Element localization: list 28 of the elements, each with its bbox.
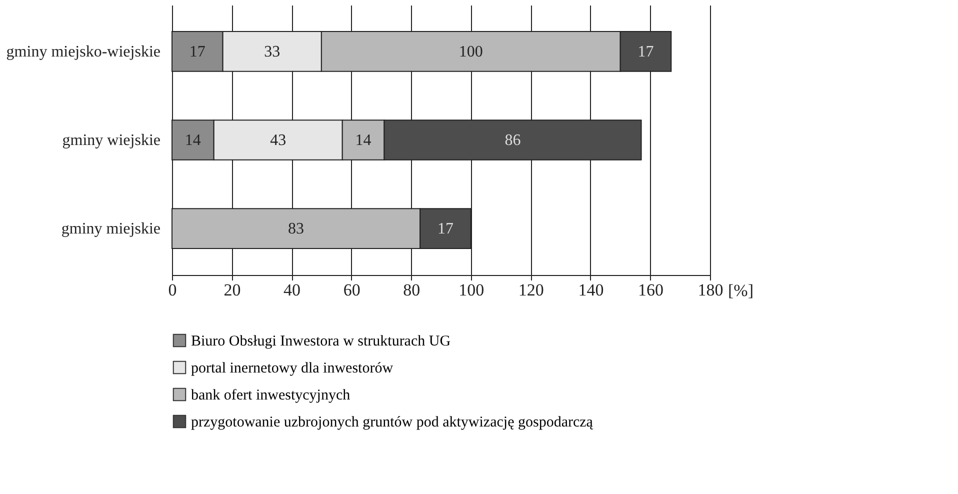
x-tick-label: 60 [343,280,360,300]
data-label: 43 [270,132,286,149]
x-tick-label: 180 [698,280,724,300]
y-tick-label: gminy wiejskie [62,132,160,149]
legend-label: Biuro Obsługi Inwestora w strukturach UG [191,334,451,350]
data-label: 83 [288,220,304,238]
data-label: 17 [638,43,654,60]
x-tick-label: 0 [168,280,177,300]
x-tick-label: 140 [578,280,604,300]
legend-label: bank ofert inwestycyjnych [191,388,351,404]
y-tick-label: gminy miejskie [61,220,160,238]
data-label: 17 [189,43,206,60]
x-tick-label: 80 [403,280,420,300]
legend-label: przygotowanie uzbrojonych gruntów pod aktywizację gospodarczą [191,414,594,430]
x-tick-label: 20 [224,280,241,300]
data-label: 17 [437,220,454,238]
legend-label: portal inernetowy dla inwestorów [191,360,394,376]
x-axis-title: [%] [728,281,754,300]
data-label: 33 [264,43,280,60]
x-tick-label: 120 [518,280,544,300]
data-label: 14 [355,132,372,149]
data-label: 14 [184,132,201,149]
data-label: 86 [504,132,521,149]
x-tick-label: 40 [284,280,301,300]
x-tick-label: 160 [638,280,664,300]
data-label: 100 [458,43,483,60]
y-tick-label: gminy miejsko-wiejskie [6,43,160,60]
x-tick-label: 100 [458,280,484,300]
